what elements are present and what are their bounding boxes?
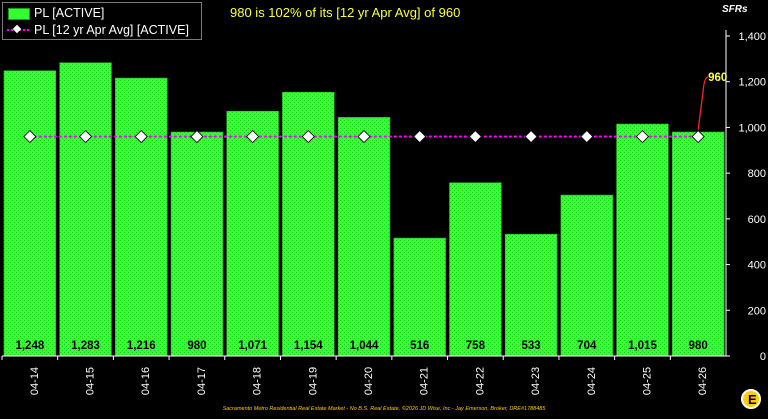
bar-value-label: 533 [521, 340, 540, 352]
x-tick-label: 04-24 [586, 367, 598, 395]
bar-value-label: 1,154 [294, 340, 323, 352]
average-diamond-marker [23, 130, 37, 144]
y-tick-label: 1,000 [738, 122, 766, 134]
x-tick-label: 04-21 [419, 367, 431, 395]
x-tick-label: 04-25 [641, 367, 653, 395]
bar-04-22 [449, 182, 502, 357]
legend-label-average: PL [12 yr Apr Avg] [ACTIVE] [34, 23, 189, 37]
y-tick-label: 600 [748, 214, 766, 226]
average-diamond-marker [357, 130, 371, 144]
average-diamond-marker [468, 130, 482, 144]
average-diamond-marker [190, 130, 204, 144]
x-tick-label: 04-17 [196, 367, 208, 395]
x-tick-label: 04-20 [363, 367, 375, 395]
brand-logo: E [741, 389, 761, 409]
bar-04-25 [616, 123, 669, 357]
average-diamond-marker [635, 130, 650, 144]
average-diamond-marker [78, 130, 93, 144]
bar-value-label: 1,283 [71, 340, 100, 352]
chart-headline: 980 is 102% of its [12 yr Apr Avg] of 96… [230, 5, 461, 20]
x-tick-label: 04-15 [85, 367, 97, 395]
x-tick-label: 04-26 [697, 367, 709, 395]
bar-value-label: 980 [187, 340, 206, 352]
bar-value-label: 980 [689, 340, 708, 352]
legend-diamond-marker [12, 24, 22, 34]
y-tick-label: 1,200 [738, 77, 766, 89]
legend-label-active: PL [ACTIVE] [34, 6, 105, 20]
bar-04-23 [504, 233, 558, 357]
bar-04-20 [337, 117, 391, 357]
bar-04-24 [560, 194, 613, 357]
bar-value-label: 1,071 [238, 340, 267, 352]
bar-value-label: 1,248 [15, 340, 44, 352]
bar-04-18 [226, 110, 279, 357]
average-diamond-marker [691, 130, 705, 144]
bar-value-label: 704 [577, 340, 597, 352]
logo-letter: E [748, 392, 757, 407]
y-tick-label: 800 [748, 168, 766, 180]
bar-04-17 [170, 131, 224, 357]
average-diamond-marker [301, 130, 315, 144]
x-tick-label: 04-23 [530, 367, 542, 395]
average-diamond-marker [413, 130, 427, 144]
y-tick-label: 0 [760, 351, 766, 363]
footer-credit: Sacramento Metro Residential Real Estate… [222, 406, 546, 412]
bar-value-label: 1,044 [350, 340, 379, 352]
y-axis-unit-label: SFRs [722, 4, 748, 15]
average-diamond-marker [524, 130, 538, 144]
x-tick-label: 04-14 [29, 367, 41, 395]
bar-04-14 [3, 70, 57, 357]
bar-value-label: 1,015 [628, 340, 657, 352]
bar-04-15 [59, 62, 112, 357]
bar-04-16 [115, 77, 168, 357]
bar-value-label: 758 [466, 340, 486, 352]
x-tick-label: 04-18 [252, 367, 264, 395]
y-tick-label: 1,400 [738, 31, 766, 43]
legend-swatch-active [8, 8, 30, 20]
average-diamond-marker [580, 130, 594, 144]
bar-value-label: 1,216 [127, 340, 156, 352]
x-tick-label: 04-19 [307, 367, 319, 395]
bar-04-21 [393, 237, 446, 357]
x-tick-label: 04-22 [474, 367, 486, 395]
annotation-label: 960 [708, 72, 727, 84]
y-tick-label: 400 [748, 260, 766, 272]
average-diamond-marker [246, 130, 260, 144]
annotation-leader-line [697, 76, 709, 130]
y-tick-label: 200 [748, 305, 766, 317]
chart-legend: PL [ACTIVE] PL [12 yr Apr Avg] [ACTIVE] [2, 2, 202, 40]
average-diamond-marker [134, 130, 148, 144]
bar-value-label: 516 [410, 340, 429, 352]
bar-04-26 [671, 131, 725, 357]
x-tick-label: 04-16 [140, 367, 152, 395]
